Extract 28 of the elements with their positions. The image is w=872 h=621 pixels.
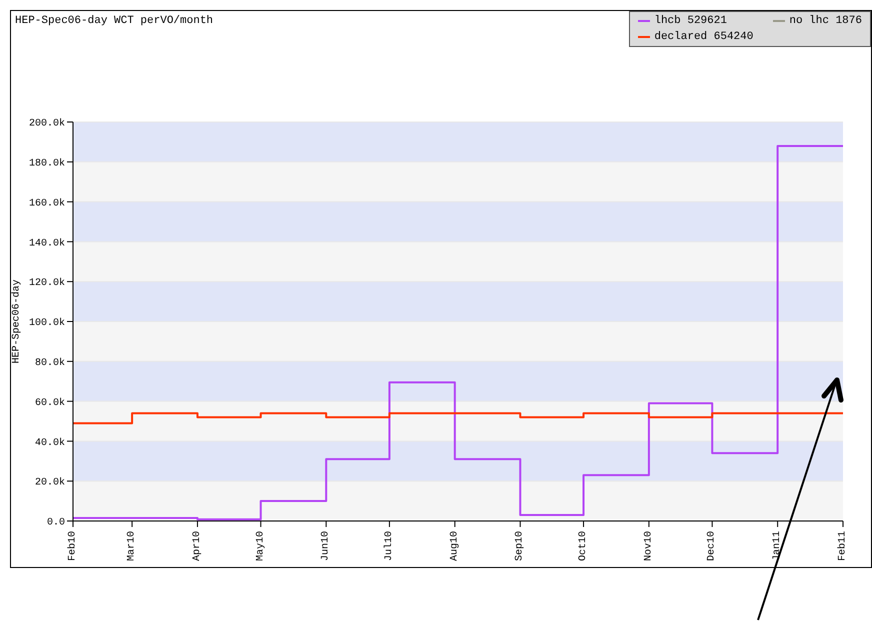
x-tick-label: Jun10 (320, 531, 332, 562)
y-tick-label: 180.0k (28, 157, 65, 170)
y-tick-label: 80.0k (34, 356, 65, 369)
x-tick-label: Nov10 (643, 531, 654, 562)
legend-label: declared 654240 (654, 31, 754, 43)
y-axis-title: HEP-Spec06-day (10, 279, 23, 364)
y-tick-label: 200.0k (28, 118, 65, 130)
legend-label: no lhc 1876 (789, 15, 862, 27)
y-tick-label: 60.0k (34, 396, 65, 409)
x-tick-label: Mar10 (126, 531, 138, 562)
y-tick-label: 40.0k (34, 436, 65, 449)
x-tick-label: Dec10 (706, 531, 718, 562)
y-tick-label: 20.0k (34, 476, 65, 489)
y-tick-label: 160.0k (28, 197, 65, 210)
legend-label: lhcb 529621 (654, 15, 727, 27)
y-tick-label: 140.0k (28, 237, 65, 250)
x-tick-label: Oct10 (578, 531, 590, 562)
x-tick-label: Sep10 (514, 531, 526, 562)
x-tick-label: Feb11 (836, 531, 848, 562)
y-tick-label: 120.0k (28, 277, 65, 290)
chart-title: HEP-Spec06-day WCT perVO/month (15, 15, 214, 27)
y-tick-label: 0.0 (46, 518, 65, 529)
y-tick-label: 100.0k (28, 317, 65, 330)
x-tick-label: Aug10 (449, 531, 460, 562)
x-tick-label: Apr10 (192, 531, 203, 562)
x-tick-label: May10 (255, 531, 266, 562)
x-tick-label: Feb10 (66, 531, 78, 562)
x-tick-label: Jul10 (382, 531, 395, 562)
